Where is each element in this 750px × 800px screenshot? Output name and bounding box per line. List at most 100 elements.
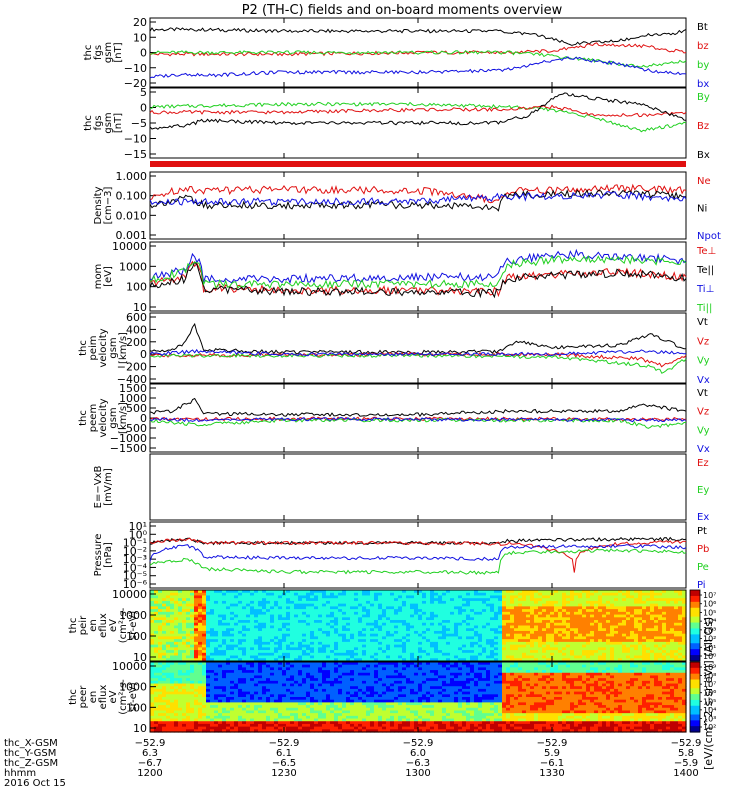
- spectrogram-cell: [210, 603, 215, 607]
- spectrogram-cell: [282, 611, 287, 616]
- spectrogram-cell: [370, 600, 375, 605]
- spectrogram-cell: [506, 625, 511, 629]
- spectrogram-cell: [638, 655, 643, 659]
- spectrogram-cell: [222, 702, 227, 706]
- spectrogram-cell: [242, 611, 247, 616]
- spectrogram-cell: [614, 652, 619, 657]
- spectrogram-cell: [166, 667, 171, 671]
- spectrogram-cell: [454, 652, 459, 657]
- spectrogram-cell: [294, 633, 299, 638]
- spectrogram-cell: [206, 655, 211, 659]
- spectrogram-cell: [366, 633, 371, 638]
- spectrogram-cell: [394, 590, 399, 594]
- spectrogram-cell: [414, 644, 419, 648]
- spectrogram-cell: [630, 625, 635, 629]
- spectrogram-cell: [250, 664, 255, 668]
- spectrogram-cell: [342, 625, 347, 629]
- spectrogram-cell: [422, 644, 427, 648]
- spectrogram-cell: [578, 658, 583, 662]
- spectrogram-cell: [342, 647, 347, 651]
- spectrogram-cell: [310, 723, 315, 728]
- spectrogram-cell: [318, 667, 323, 671]
- spectrogram-cell: [234, 652, 239, 657]
- spectrogram-cell: [166, 630, 171, 635]
- spectrogram-cell: [414, 633, 419, 638]
- spectrogram-cell: [522, 636, 527, 640]
- spectrogram-cell: [278, 715, 283, 720]
- spectrogram-cell: [322, 606, 327, 610]
- spectrogram-cell: [486, 652, 491, 657]
- spectrogram-cell: [566, 614, 571, 618]
- spectrogram-cell: [270, 625, 275, 629]
- spectrogram-cell: [298, 655, 303, 659]
- spectrogram-cell: [614, 592, 619, 597]
- spectrogram-cell: [646, 655, 651, 659]
- spectrogram-cell: [170, 729, 175, 733]
- spectrogram-cell: [230, 670, 235, 674]
- spectrogram-cell: [474, 650, 479, 654]
- spectrogram-cell: [242, 699, 247, 703]
- spectrogram-cell: [646, 636, 651, 640]
- spectrogram-cell: [266, 729, 271, 733]
- spectrogram-cell: [602, 628, 607, 632]
- spectrogram-cell: [170, 675, 175, 679]
- spectrogram-cell: [246, 694, 251, 698]
- spectrogram-cell: [678, 636, 683, 640]
- spectrogram-cell: [458, 592, 463, 597]
- spectrogram-cell: [170, 628, 175, 632]
- spectrogram-cell: [598, 614, 603, 618]
- spectrogram-cell: [278, 636, 283, 640]
- spectrogram-cell: [230, 723, 235, 728]
- spectrogram-cell: [678, 606, 683, 610]
- spectrogram-cell: [266, 633, 271, 638]
- spectrogram-cell: [334, 628, 339, 632]
- spectrogram-cell: [662, 644, 667, 648]
- spectrogram-cell: [206, 675, 211, 679]
- spectrogram-cell: [618, 658, 623, 662]
- spectrogram-cell: [430, 630, 435, 635]
- series-line-Bx: [149, 92, 687, 130]
- spectrogram-cell: [574, 620, 579, 624]
- spectrogram-cell: [406, 644, 411, 648]
- spectrogram-cell: [566, 630, 571, 635]
- spectrogram-cell: [662, 620, 667, 624]
- spectrogram-cell: [194, 628, 199, 632]
- spectrogram-cell: [562, 644, 567, 648]
- spectrogram-cell: [506, 633, 511, 638]
- spectrogram-cell: [178, 600, 183, 605]
- spectrogram-cell: [358, 630, 363, 635]
- spectrogram-cell: [442, 644, 447, 648]
- spectrogram-cell: [206, 678, 211, 682]
- spectrogram-cell: [166, 729, 171, 733]
- spectrogram-cell: [298, 625, 303, 629]
- spectrogram-cell: [478, 592, 483, 597]
- spectrogram-cell: [466, 636, 471, 640]
- spectrogram-cell: [638, 647, 643, 651]
- spectrogram-cell: [394, 641, 399, 646]
- spectrogram-cell: [190, 622, 195, 627]
- spectrogram-cell: [230, 655, 235, 659]
- spectrogram-cell: [646, 628, 651, 632]
- spectrogram-cell: [214, 595, 219, 599]
- spectrogram-cell: [262, 652, 267, 657]
- spectrogram-cell: [178, 688, 183, 693]
- spectrogram-cell: [354, 652, 359, 657]
- spectrogram-cell: [590, 658, 595, 662]
- spectrogram-cell: [254, 702, 259, 706]
- spectrogram-cell: [194, 590, 199, 594]
- spectrogram-cell: [322, 609, 327, 613]
- spectrogram-cell: [230, 595, 235, 599]
- spectrogram-cell: [338, 639, 343, 643]
- spectrogram-cell: [234, 675, 239, 679]
- spectrogram-cell: [650, 606, 655, 610]
- spectrogram-cell: [282, 595, 287, 599]
- spectrogram-cell: [370, 633, 375, 638]
- spectrogram-cell: [390, 639, 395, 643]
- spectrogram-cell: [162, 622, 167, 627]
- spectrogram-cell: [562, 625, 567, 629]
- spectrogram-cell: [322, 678, 327, 682]
- spectrogram-cell: [526, 658, 531, 662]
- spectrogram-cell: [206, 598, 211, 602]
- spectrogram-cell: [178, 697, 183, 701]
- spectrogram-cell: [378, 639, 383, 643]
